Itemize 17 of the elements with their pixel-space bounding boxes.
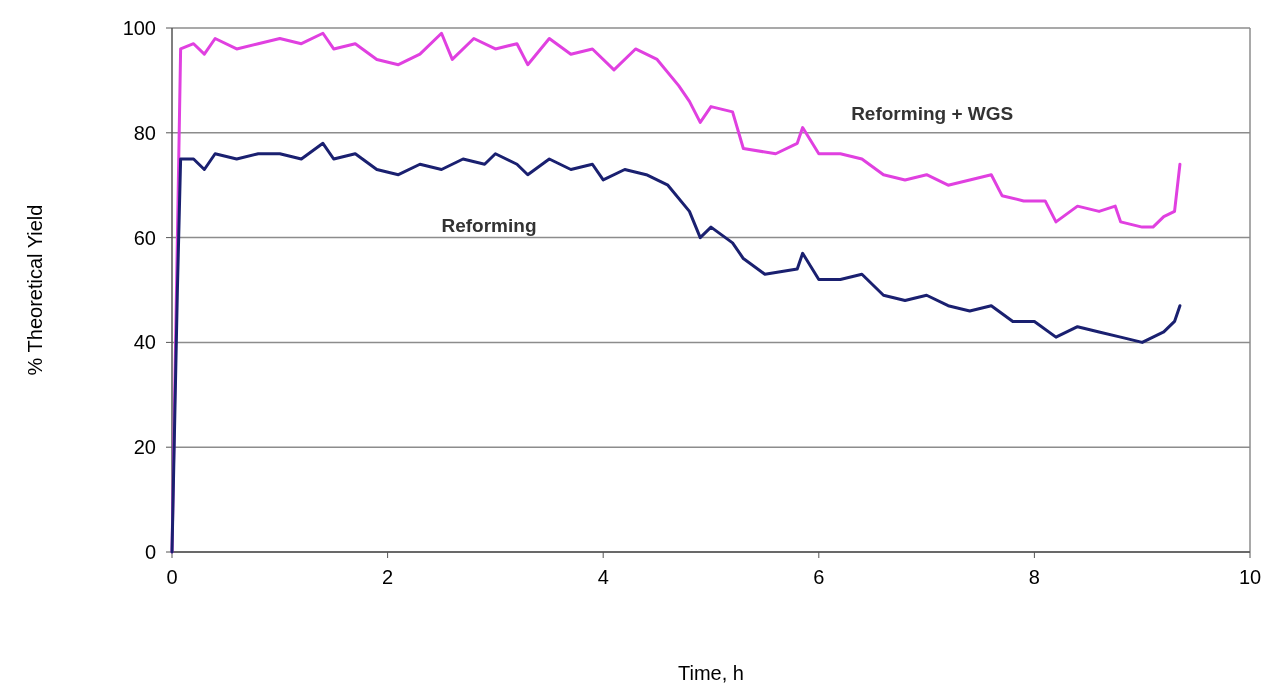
y-tick-label: 100 bbox=[122, 17, 156, 39]
x-tick-label: 10 bbox=[1238, 566, 1262, 588]
x-axis-title: Time, h bbox=[678, 662, 744, 684]
x-tick-label: 2 bbox=[382, 566, 394, 588]
x-tick-label: 4 bbox=[597, 566, 609, 588]
x-tick-label: 6 bbox=[813, 566, 825, 588]
y-tick-label: 60 bbox=[133, 226, 156, 249]
y-tick-label: 0 bbox=[144, 541, 156, 563]
y-tick-label: 20 bbox=[133, 436, 156, 459]
text: Reforming bbox=[441, 215, 537, 237]
x-tick-label: 8 bbox=[1028, 566, 1040, 588]
x-tick-label: 0 bbox=[166, 566, 178, 588]
y-axis-title: % Theoretical Yield bbox=[24, 204, 46, 376]
y-tick-label: 40 bbox=[133, 331, 156, 354]
line-series bbox=[170, 141, 1182, 554]
series-label: Reforming + WGS bbox=[851, 102, 1014, 124]
y-tick-label: 80 bbox=[133, 121, 156, 144]
